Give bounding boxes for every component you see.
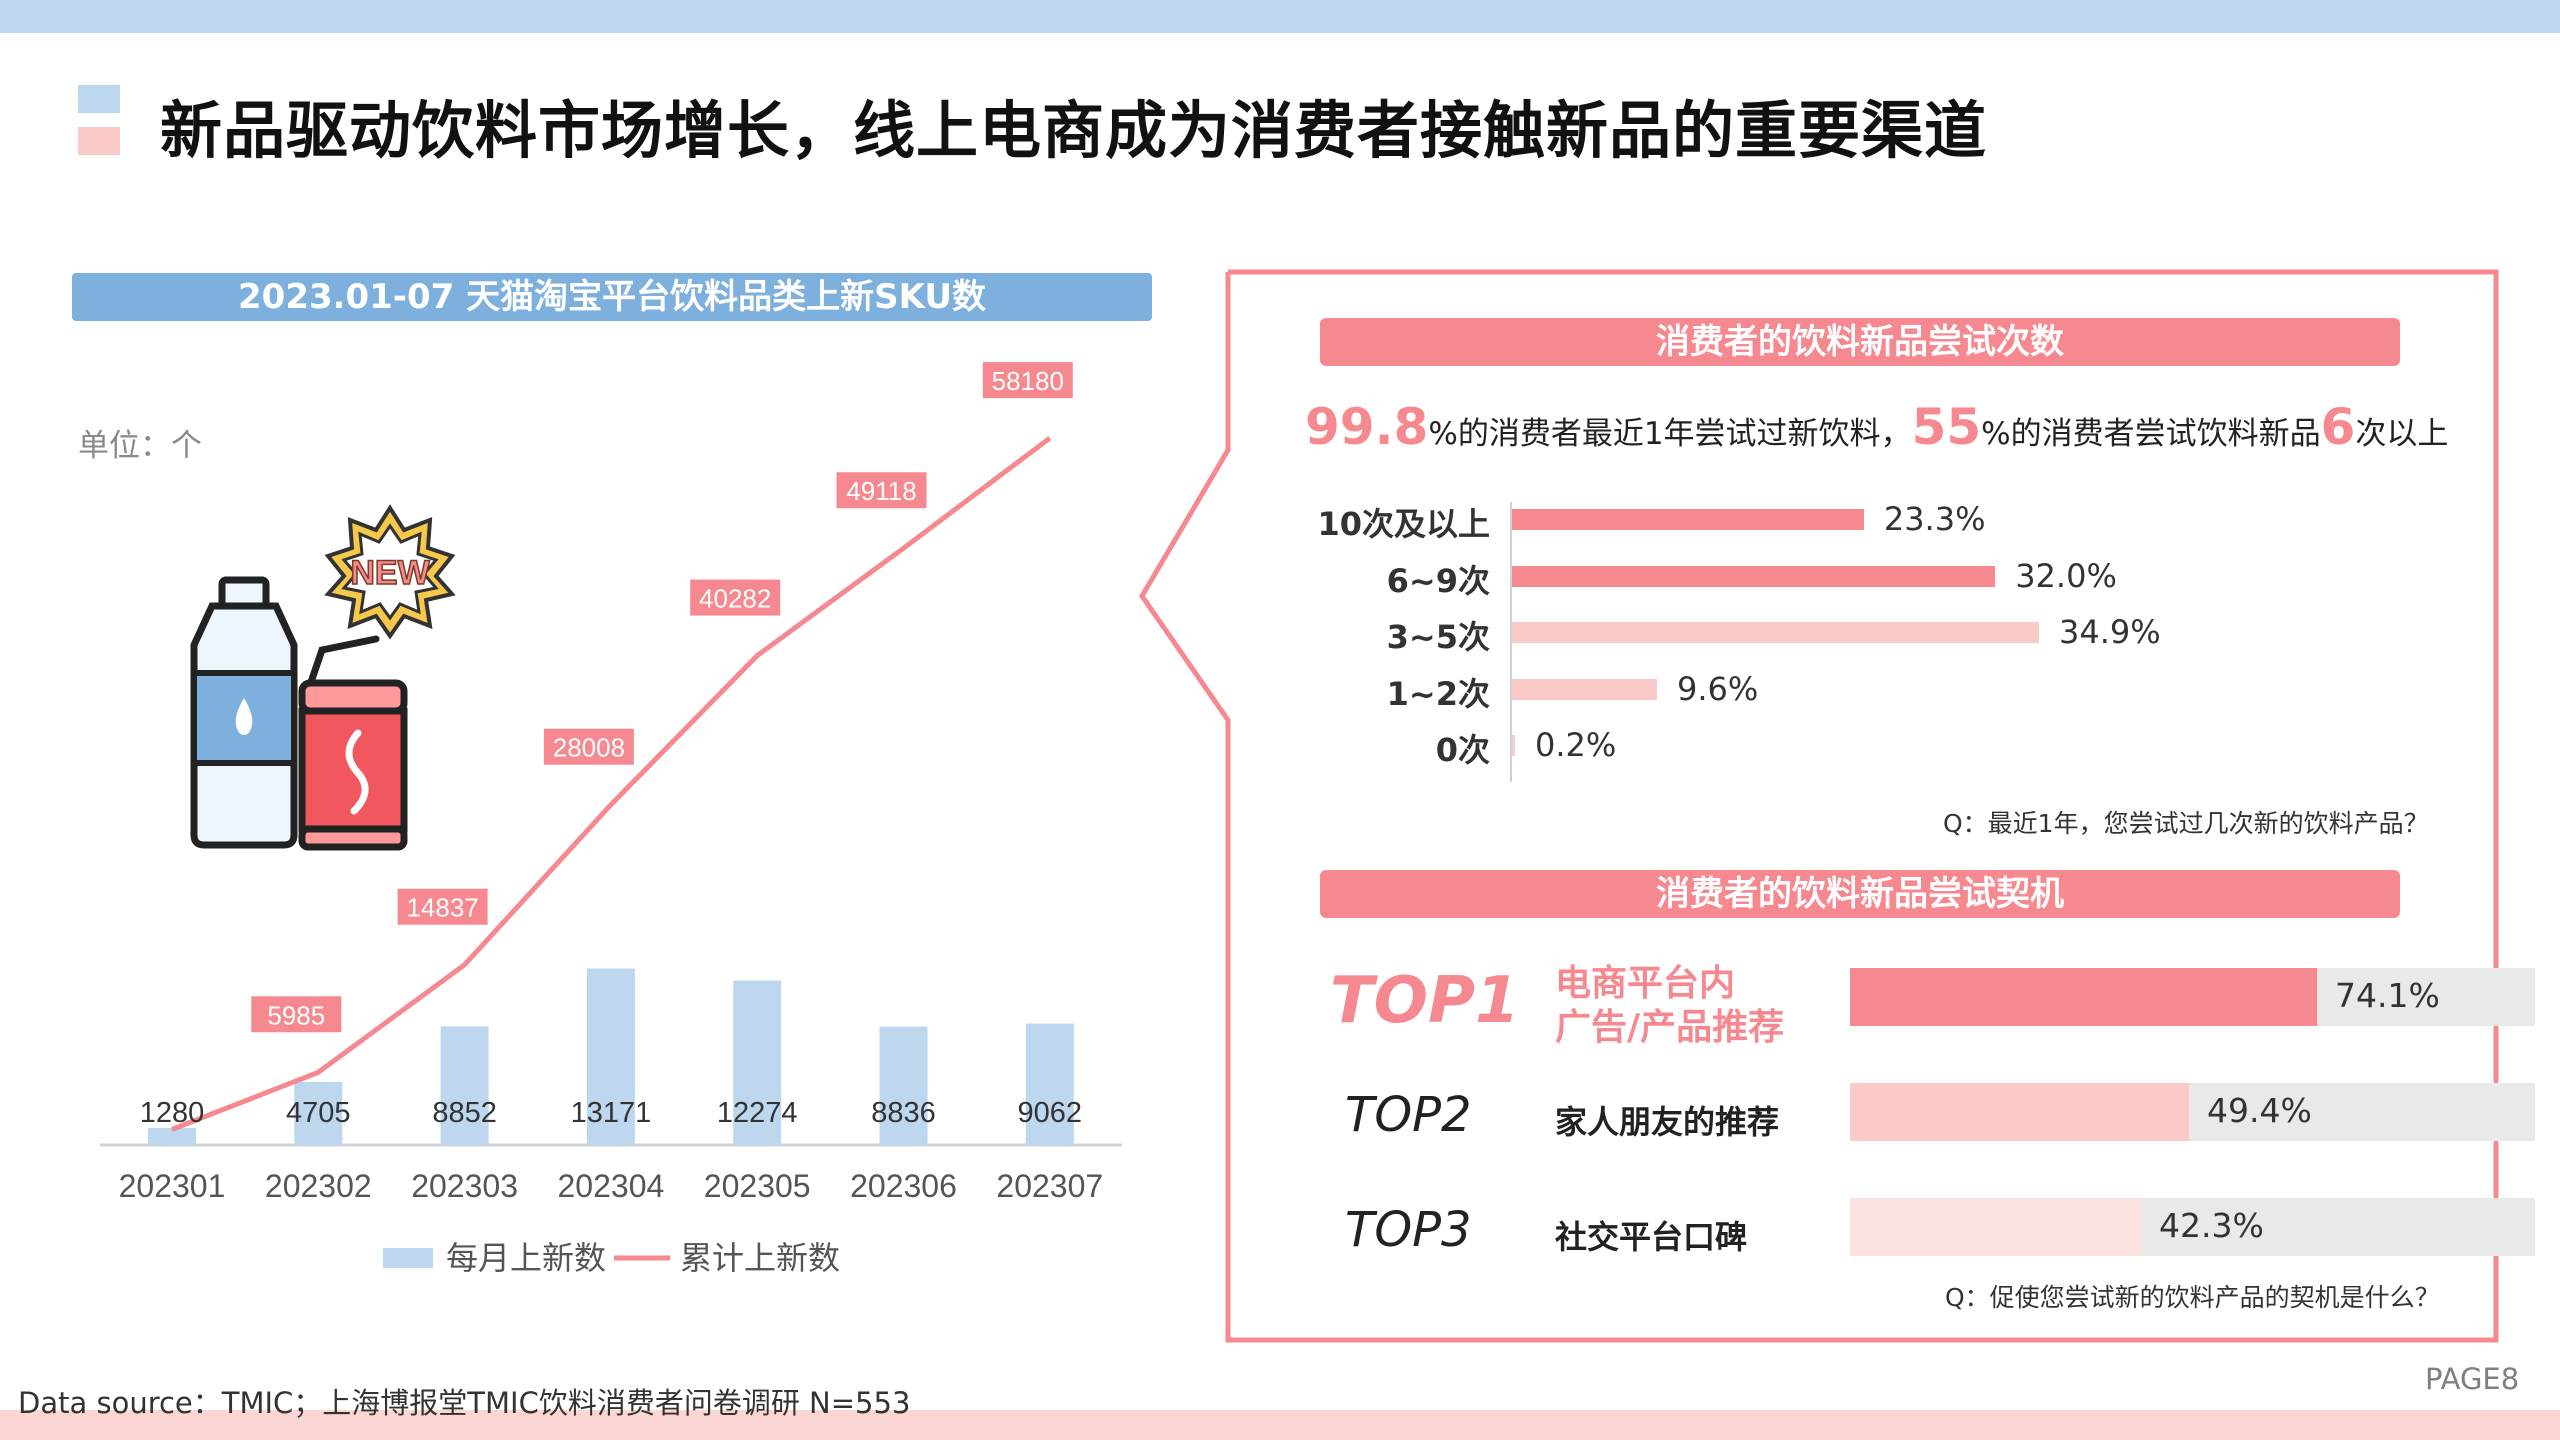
top-bar-track (1850, 1083, 2535, 1141)
cumulative-line (171, 436, 1052, 1132)
bar-value-label: 12274 (717, 1097, 798, 1129)
top-value-label: 49.4% (2207, 1091, 2312, 1130)
x-tick-label: 202302 (265, 1168, 372, 1204)
line-value-label: 49118 (846, 476, 916, 506)
bar-value-label: 8836 (871, 1097, 936, 1129)
top-bar-fill (1850, 1083, 2189, 1141)
page-title: 新品驱动饮料市场增长，线上电商成为消费者接触新品的重要渠道 (160, 94, 1988, 167)
line-value-badge (397, 888, 488, 925)
bar-value-label: 9062 (1018, 1097, 1083, 1129)
line-value-label: 28008 (553, 733, 625, 763)
top-reason-line1: 社交平台口碑 (1555, 1218, 1748, 1256)
line-value-badge (251, 996, 342, 1033)
try-count-category: 1~2次 (1386, 674, 1490, 713)
x-tick-label: 202304 (558, 1168, 665, 1204)
question-note-2: Q：促使您尝试新的饮料产品的契机是什么？ (1945, 1283, 2440, 1312)
try-count-value: 0.2% (1535, 726, 1617, 764)
left-chart-header: 2023.01-07 天猫淘宝平台饮料品类上新SKU数 (72, 273, 1152, 321)
stat-n3: 6 (2320, 398, 2356, 456)
stat-t3: 次以上 (2355, 416, 2449, 452)
page-number: PAGE8 (2425, 1362, 2520, 1396)
try-count-bar (1512, 509, 1864, 530)
line-value-label: 14837 (406, 893, 478, 923)
top-rank-label: TOP1 (1330, 964, 1520, 1038)
monthly-bar (440, 1026, 489, 1145)
top-reason-line1: 家人朋友的推荐 (1555, 1103, 1780, 1141)
svg-text:NEW: NEW (350, 554, 430, 592)
monthly-bar (586, 968, 635, 1145)
data-source: Data source：TMIC；上海博报堂TMIC饮料消费者问卷调研 N=55… (18, 1386, 911, 1420)
top-bar-fill (1850, 1198, 2141, 1256)
bar-value-label: 13171 (571, 1097, 652, 1129)
water-bottle-icon (190, 576, 298, 849)
x-tick-label: 202307 (996, 1168, 1103, 1204)
title-deco-pink (78, 127, 120, 155)
try-count-category: 10次及以上 (1317, 505, 1490, 543)
top-bar-track (1850, 1198, 2535, 1256)
stat-t2: %的消费者尝试饮料新品 (1981, 416, 2321, 452)
top-band (0, 0, 2560, 33)
try-count-bar (1512, 565, 1996, 587)
monthly-bar (879, 1026, 928, 1145)
title-deco-blue (78, 85, 120, 113)
legend-bar-swatch (383, 1248, 433, 1268)
top-bar-track (1850, 968, 2535, 1026)
top-rank-label: TOP3 (1345, 1202, 1472, 1258)
bottom-band (0, 1410, 2560, 1440)
x-tick-label: 202301 (119, 1168, 226, 1204)
x-tick-label: 202303 (411, 1168, 518, 1204)
try-count-value: 9.6% (1676, 669, 1759, 708)
monthly-bar (148, 1127, 196, 1145)
bar-value-label: 4705 (286, 1097, 351, 1129)
stat-t1: %的消费者最近1年尝试过新饮料， (1428, 416, 1912, 452)
try-count-category: 0次 (1435, 731, 1490, 769)
x-tick-label: 202306 (850, 1168, 957, 1204)
monthly-bar (1025, 1023, 1074, 1145)
try-count-value: 32.0% (2015, 556, 2117, 595)
monthly-bar (294, 1081, 343, 1145)
try-count-category: 6~9次 (1386, 561, 1490, 600)
try-count-bar (1512, 678, 1657, 700)
unit-label: 单位：个 (78, 428, 202, 464)
stat-n1: 99.8 (1305, 398, 1429, 456)
try-count-category: 3~5次 (1386, 618, 1490, 656)
question-note-1: Q：最近1年，您尝试过几次新的饮料产品？ (1943, 809, 2429, 838)
top-reason-line2: 广告/产品推荐 (1555, 1007, 1785, 1048)
try-count-header: 消费者的饮料新品尝试次数 (1320, 318, 2400, 366)
new-badge-icon: NEW (324, 504, 456, 640)
legend-line-label: 累计上新数 (680, 1240, 840, 1276)
soda-can-icon (298, 635, 408, 851)
try-count-bar (1512, 735, 1516, 756)
bar-value-label: 1280 (140, 1097, 205, 1129)
drink-illustration: NEW (190, 504, 456, 851)
stat-summary: 99.8%的消费者最近1年尝试过新饮料，55%的消费者尝试饮料新品6次以上 (1305, 398, 2448, 456)
line-value-label: 58180 (992, 366, 1064, 396)
line-value-badge (982, 362, 1073, 399)
try-count-value: 23.3% (1883, 500, 1986, 538)
top-value-label: 42.3% (2159, 1206, 2264, 1245)
line-value-badge (543, 728, 634, 765)
bar-value-label: 8852 (432, 1097, 497, 1129)
line-value-label: 5985 (267, 1000, 325, 1030)
trigger-header: 消费者的饮料新品尝试契机 (1320, 870, 2400, 918)
top-reason-line1: 电商平台内 (1555, 963, 1736, 1004)
line-value-badge (836, 472, 927, 509)
x-tick-label: 202305 (704, 1168, 811, 1204)
sku-combo-chart: 1280 4705 8852 13171 12274 8836 9062 5985 14837 2… (100, 362, 1122, 1276)
try-count-value: 34.9% (2058, 613, 2161, 651)
line-value-badge (690, 579, 781, 616)
try-count-bar (1512, 622, 2039, 643)
bar-axis (1510, 502, 1512, 782)
monthly-bar (733, 980, 782, 1145)
legend-bar-label: 每月上新数 (446, 1240, 606, 1276)
top-bar-fill (1850, 968, 2317, 1026)
line-value-label: 40282 (699, 584, 771, 614)
stat-n2: 55 (1911, 398, 1982, 456)
top-value-label: 74.1% (2335, 976, 2440, 1015)
top-rank-label: TOP2 (1345, 1087, 1472, 1143)
